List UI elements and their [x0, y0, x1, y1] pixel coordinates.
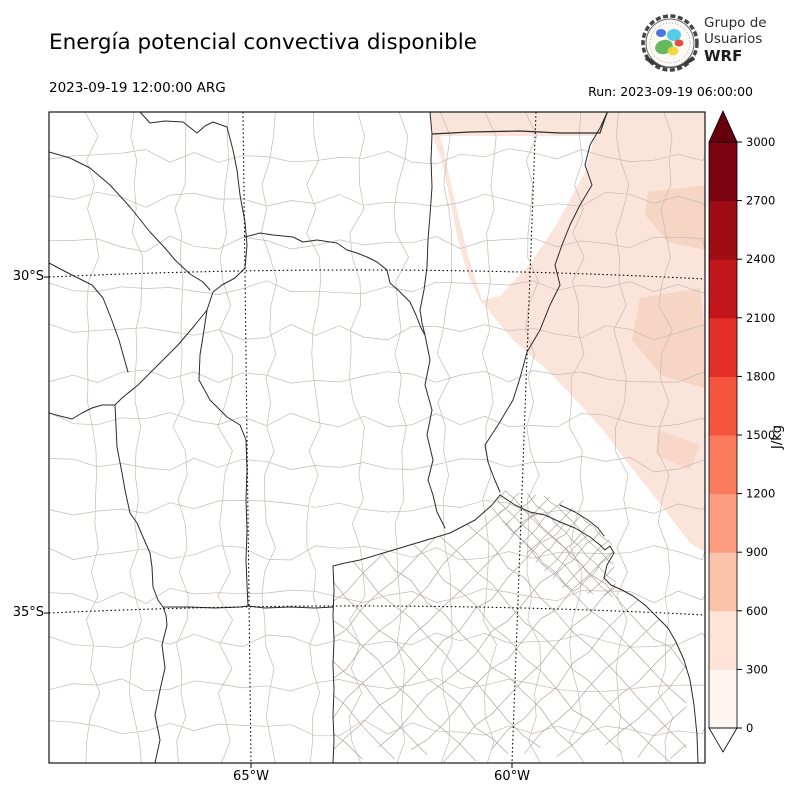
colorbar-segment: [709, 259, 737, 319]
axis-tick-marks: [44, 276, 513, 768]
colorbar-tick-label: 2100: [746, 311, 775, 325]
colorbar-over-arrow: [708, 110, 738, 143]
lon-label-65w: 65°W: [233, 769, 269, 784]
colorbar-segment: [709, 142, 737, 202]
department-borders: [49, 112, 705, 763]
map-frame: [48, 111, 706, 764]
colorbar-tick-label: 1500: [746, 428, 775, 442]
valid-time-label: 2023-09-19 12:00:00 ARG: [49, 80, 226, 96]
logo-text-line1: Grupo de: [704, 15, 767, 31]
colorbar-segment: [709, 552, 737, 612]
logo-text-line3: WRF: [704, 46, 743, 65]
colorbar-segment: [709, 376, 737, 436]
colorbar-tick-label: 1800: [746, 369, 775, 383]
colorbar-tick-label: 0: [746, 721, 753, 735]
colorbar-segment: [709, 669, 737, 729]
wrf-logo-icon: [641, 14, 699, 72]
department-borders-buenosaires: [333, 495, 687, 763]
colorbar-tick-label: 300: [746, 662, 768, 676]
logo-text-line2: Usuarios: [704, 30, 763, 47]
colorbar-under-arrow: [708, 727, 738, 753]
lat-label-35s: 35°S: [12, 605, 44, 620]
graticule-lines: [49, 112, 705, 763]
colorbar-segment: [709, 610, 737, 670]
colorbar-tick-label: 3000: [746, 135, 775, 149]
province-borders: [49, 112, 699, 763]
colorbar-tick-label: 1200: [746, 487, 775, 501]
colorbar-tick-label: 600: [746, 604, 768, 618]
cape-shading-region: [430, 112, 705, 552]
lon-label-60w: 60°W: [494, 769, 530, 784]
colorbar-tick-label: 2400: [746, 252, 775, 266]
wrf-logo: Grupo de Usuarios WRF: [638, 10, 798, 76]
colorbar-unit-label: J/kg: [770, 425, 785, 450]
run-time-label: Run: 2023-09-19 06:00:00: [588, 84, 753, 99]
colorbar-segment: [709, 493, 737, 553]
colorbar-tick-label: 900: [746, 545, 768, 559]
colorbar-tick-marks: [737, 141, 742, 729]
page-title: Energía potencial convectiva disponible: [49, 30, 477, 55]
lat-label-30s: 30°S: [12, 269, 44, 284]
parallel-30s: [49, 269, 705, 280]
colorbar-segments: [709, 142, 737, 729]
cape-shade-medium-patch: [656, 430, 700, 470]
parallel-35s: [49, 605, 705, 616]
meridian-65w: [242, 112, 252, 763]
colorbar-segment: [709, 200, 737, 260]
colorbar-segment: [709, 435, 737, 495]
colorbar-tick-label: 2700: [746, 194, 775, 208]
cape-shade-notch: [440, 136, 595, 300]
colorbar-segment: [709, 317, 737, 377]
